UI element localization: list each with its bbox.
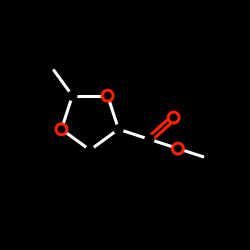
Circle shape [86,146,94,154]
Circle shape [104,92,111,99]
Circle shape [167,111,180,124]
Circle shape [102,90,114,102]
Circle shape [175,145,181,152]
Circle shape [58,126,65,132]
Circle shape [55,123,68,136]
Circle shape [68,91,77,100]
Circle shape [172,142,184,155]
Circle shape [145,135,154,144]
Circle shape [170,114,177,121]
Circle shape [114,125,123,134]
